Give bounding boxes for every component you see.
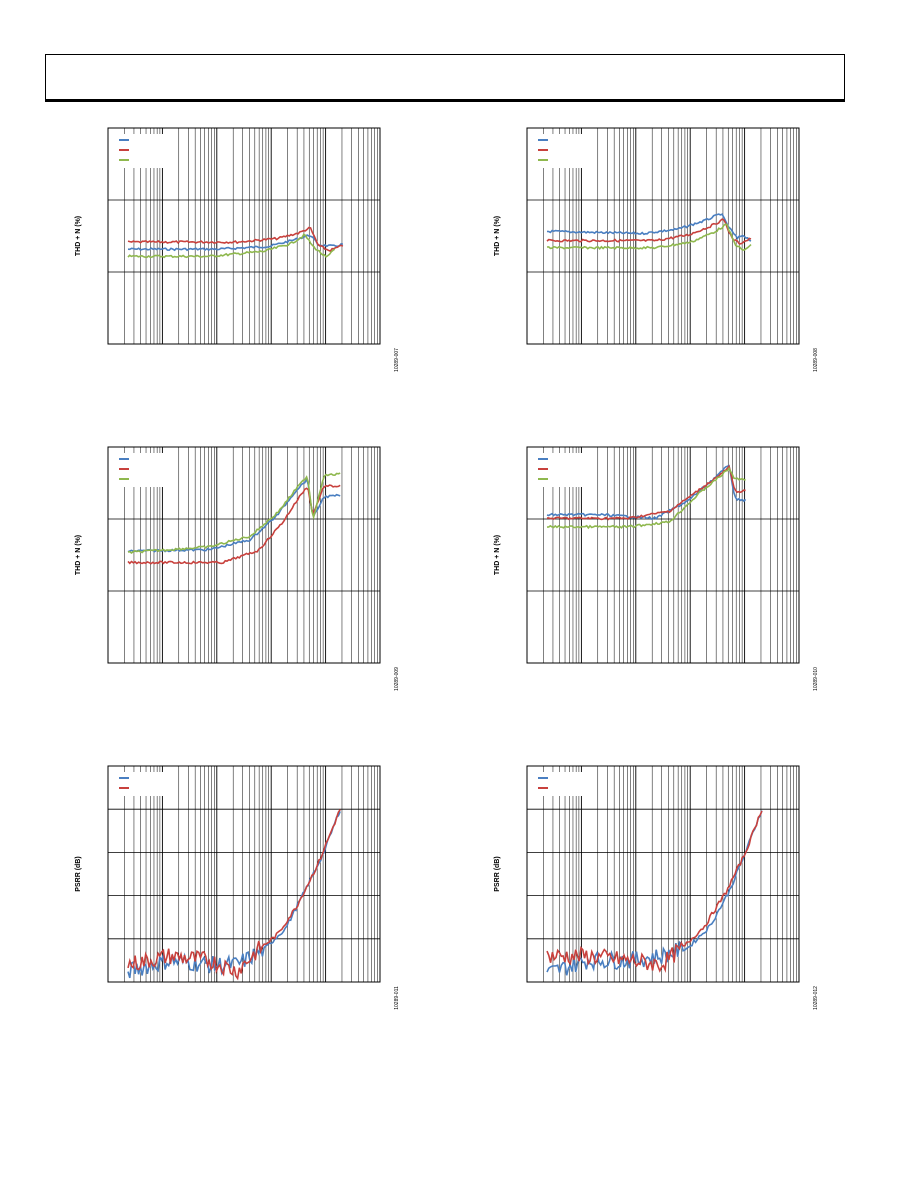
chart-fig-007: THD + N (%) 10289-007 xyxy=(75,127,400,372)
figure-id-label: 10289-012 xyxy=(813,986,819,1010)
figure-id-label: 10289-008 xyxy=(813,348,819,372)
legend-box xyxy=(535,772,597,796)
page-header-box xyxy=(45,54,845,102)
legend-box xyxy=(116,772,178,796)
series-line-1 xyxy=(127,234,344,252)
series-line-2 xyxy=(127,484,341,565)
y-axis-label: THD + N (%) xyxy=(75,535,82,575)
figure-id-label: 10289-007 xyxy=(394,348,400,372)
series-line-3 xyxy=(546,466,746,530)
series-line-1 xyxy=(546,213,752,242)
series-line-1 xyxy=(546,810,763,976)
chart-fig-010: THD + N (%) 10289-010 xyxy=(494,446,819,691)
figure-id-label: 10289-011 xyxy=(394,986,400,1010)
y-axis-label: PSRR (dB) xyxy=(494,856,501,891)
series-line-2 xyxy=(127,226,344,253)
plot-frame xyxy=(107,765,381,983)
series-line-2 xyxy=(127,809,341,981)
figure-id-label: 10289-009 xyxy=(394,667,400,691)
y-axis-label: PSRR (dB) xyxy=(75,856,82,891)
chart-fig-012: PSRR (dB) 10289-012 xyxy=(494,765,819,1010)
y-axis-label: THD + N (%) xyxy=(494,216,501,256)
chart-fig-011: PSRR (dB) 10289-011 xyxy=(75,765,400,1010)
series-line-3 xyxy=(546,223,752,251)
series-line-3 xyxy=(127,472,341,555)
series-line-2 xyxy=(546,810,763,973)
series-line-2 xyxy=(546,218,752,245)
chart-fig-008: THD + N (%) 10289-008 xyxy=(494,127,819,372)
y-axis-label: THD + N (%) xyxy=(75,216,82,256)
y-axis-label: THD + N (%) xyxy=(494,535,501,575)
series-line-3 xyxy=(127,233,336,259)
chart-fig-009: THD + N (%) 10289-009 xyxy=(75,446,400,691)
figure-id-label: 10289-010 xyxy=(813,667,819,691)
